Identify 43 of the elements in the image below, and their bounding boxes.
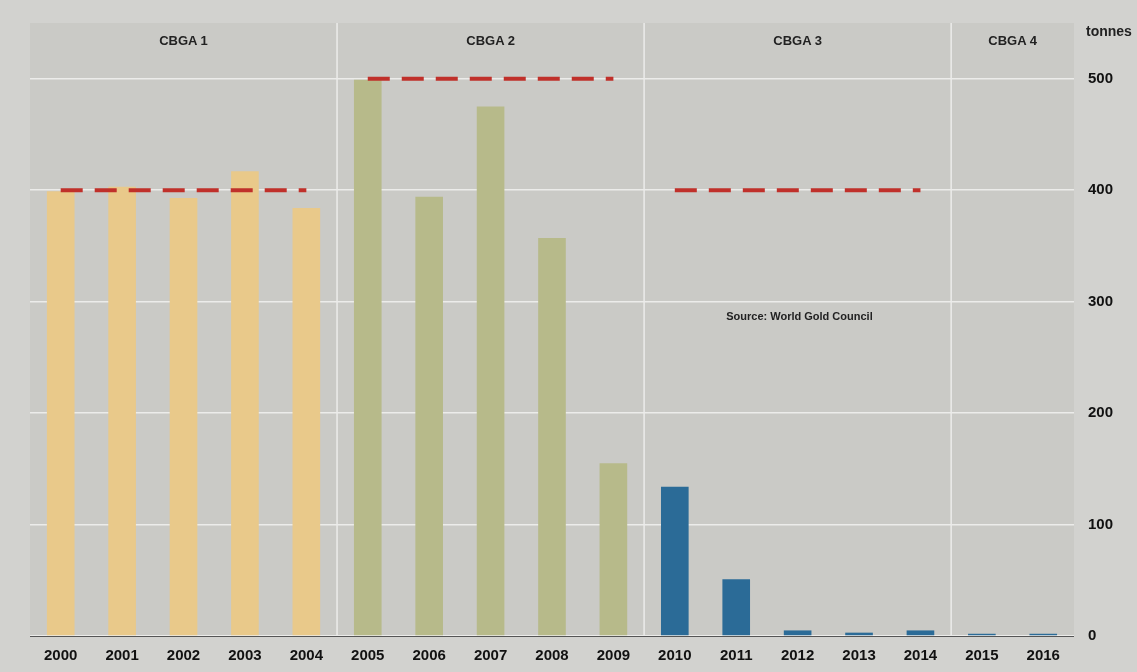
x-tick-label: 2009 [596,646,631,664]
y-tick-label: 500 [1087,68,1113,86]
x-tick-label: 2006 [412,646,446,664]
y-tick-label: 300 [1087,291,1113,309]
x-tick-label: 2008 [535,646,569,664]
x-tick-label: 2014 [903,646,938,664]
bar [599,463,628,636]
x-tick-label: 2015 [965,646,999,664]
band-label: CBGA 3 [773,33,822,49]
band-label: CBGA 1 [159,33,208,49]
x-tick-label: 2012 [780,646,815,664]
x-tick-label: 2000 [44,646,78,664]
band-label: CBGA 4 [988,33,1038,49]
x-tick-label: 2010 [658,646,692,664]
y-tick-label: 0 [1087,626,1097,644]
bar [538,238,566,636]
annotation: Source: World Gold Council [726,310,873,323]
bar [169,197,198,636]
bar [353,79,382,636]
y-tick-label: 400 [1087,180,1113,198]
x-tick-label: 2003 [228,646,262,664]
y-tick-label: 100 [1087,514,1113,532]
bar [108,186,136,636]
x-tick-label: 2002 [166,646,201,664]
bar [906,630,935,636]
x-tick-label: 2016 [1026,646,1060,664]
x-tick-label: 2004 [289,646,324,664]
x-tick-label: 2001 [105,646,139,664]
bar [292,208,321,636]
x-tick-label: 2007 [473,646,508,664]
x-tick-label: 2005 [351,646,385,664]
bar [231,171,259,636]
band-label: CBGA 2 [466,33,515,49]
bar [415,196,443,636]
bar [46,191,75,636]
bar [476,106,505,636]
bar [722,579,751,636]
y-tick-label: 200 [1087,403,1113,421]
bar [660,486,689,636]
x-tick-label: 2013 [842,646,876,664]
y-axis-title: tonnes [1085,22,1133,39]
bar [783,630,812,636]
x-tick-label: 2011 [719,646,753,664]
